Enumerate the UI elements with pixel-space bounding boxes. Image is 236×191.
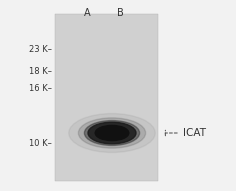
Ellipse shape: [88, 122, 136, 144]
Text: ICAT: ICAT: [183, 128, 206, 138]
Ellipse shape: [69, 114, 155, 152]
Text: B: B: [117, 8, 123, 18]
Text: 23 K–: 23 K–: [29, 45, 52, 54]
Text: A: A: [84, 8, 90, 18]
Text: 18 K–: 18 K–: [29, 67, 52, 77]
Ellipse shape: [95, 125, 129, 141]
Text: 16 K–: 16 K–: [29, 83, 52, 92]
Ellipse shape: [84, 121, 140, 145]
Ellipse shape: [78, 118, 146, 148]
Bar: [55, 14, 158, 181]
Text: 10 K–: 10 K–: [29, 138, 52, 147]
